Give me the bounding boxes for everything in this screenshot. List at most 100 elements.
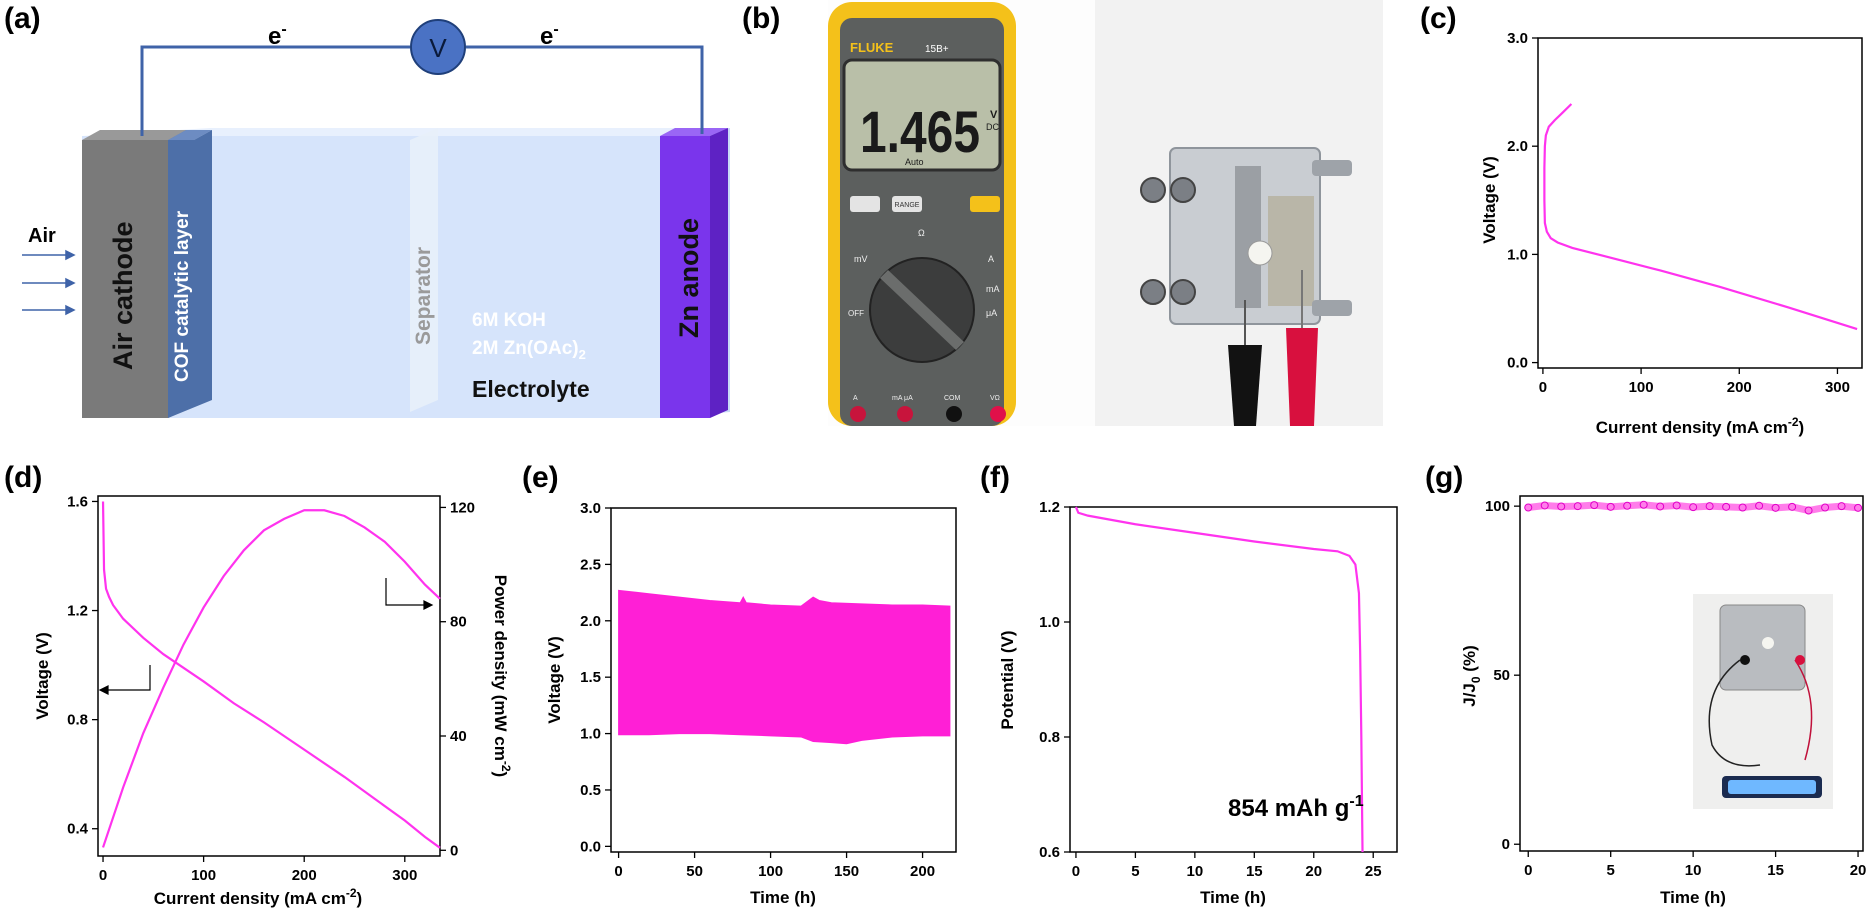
series-line-f bbox=[1074, 506, 1364, 853]
jack-v bbox=[990, 406, 1006, 422]
series-line-d-power bbox=[101, 509, 441, 848]
screw-2 bbox=[1170, 177, 1196, 203]
y-tick-label-f-0: 0.6 bbox=[1039, 844, 1060, 861]
separator-plate bbox=[410, 128, 438, 412]
plot-frame-e bbox=[610, 507, 957, 853]
series-line-d-voltage bbox=[101, 501, 441, 849]
y2-tick-label-d-3: 120 bbox=[450, 499, 475, 516]
zn-anode-top bbox=[660, 128, 728, 136]
cof-layer-front bbox=[168, 130, 212, 418]
x-tick-label-g-2: 10 bbox=[1685, 862, 1702, 879]
dial-knob bbox=[880, 270, 964, 350]
zn-acetate-label: 2M Zn(OAc)2 bbox=[472, 338, 586, 362]
y-axis-label-c: Voltage (V) bbox=[1480, 156, 1499, 244]
battery-cell bbox=[1140, 147, 1352, 426]
x-tick-label-f-1: 5 bbox=[1131, 863, 1139, 880]
voltmeter-icon bbox=[410, 19, 466, 75]
inset-black-clip bbox=[1740, 655, 1750, 665]
right-axis-arrowhead bbox=[423, 600, 434, 610]
zinc-plate bbox=[1268, 196, 1314, 306]
screw-4 bbox=[1170, 279, 1196, 305]
dial-label-off: OFF bbox=[848, 309, 864, 318]
x-tick-label-e-2: 100 bbox=[758, 863, 783, 880]
jack-label-a: A bbox=[853, 395, 858, 402]
air-cathode-front bbox=[82, 140, 168, 418]
y-tick-label-d-3: 1.6 bbox=[67, 493, 88, 510]
cof-layer-top bbox=[168, 130, 212, 140]
electron-right-label: e- bbox=[540, 21, 559, 50]
chart-panel-g: 0 5 10 15 20 0 50 100 Time (h) J/J0 (%) bbox=[1460, 495, 1867, 907]
data-point-g-1 bbox=[1540, 501, 1549, 510]
y-tick-label-g-2: 100 bbox=[1485, 498, 1510, 515]
x-tick-label-d-1: 100 bbox=[191, 867, 216, 884]
data-point-g-12 bbox=[1722, 502, 1731, 511]
air-hole bbox=[1247, 240, 1273, 266]
plot-frame-d bbox=[97, 495, 441, 857]
y2-tick-label-d-0: 0 bbox=[450, 842, 458, 859]
panel-label-d: (d) bbox=[4, 461, 42, 494]
retention-band-g bbox=[1524, 501, 1862, 515]
data-point-g-17 bbox=[1804, 506, 1813, 515]
electrolyte-top bbox=[82, 128, 730, 136]
dial-label-ohm: Ω bbox=[918, 228, 925, 238]
x-axis-label-c: Current density (mA cm-2) bbox=[1596, 415, 1804, 437]
led-demo-photo bbox=[1693, 594, 1833, 809]
air-label: Air bbox=[28, 225, 56, 247]
inset-black-wire bbox=[1708, 659, 1761, 767]
display-unit-sub: DC bbox=[986, 122, 999, 132]
jack-label-com: COM bbox=[944, 395, 961, 402]
battery-photo: FLUKE 15B+ 1.465 V DC Auto RANGE mV Ω A … bbox=[828, 0, 1383, 426]
data-point-g-4 bbox=[1590, 501, 1599, 510]
x-tick-label-e-3: 150 bbox=[834, 863, 859, 880]
data-point-g-9 bbox=[1672, 501, 1681, 510]
inset-cell-housing bbox=[1719, 604, 1806, 691]
screw-3 bbox=[1140, 279, 1166, 305]
air-arrowhead-1 bbox=[65, 249, 76, 261]
zn-anode-front bbox=[660, 136, 710, 418]
x-tick-label-e-4: 200 bbox=[910, 863, 935, 880]
y-tick-label-g-1: 50 bbox=[1493, 667, 1510, 684]
separator-label: Separator bbox=[412, 247, 435, 345]
y-tick-label-f-1: 0.8 bbox=[1039, 729, 1060, 746]
cof-layer-label: COF catalytic layer bbox=[172, 210, 193, 382]
data-point-g-2 bbox=[1557, 502, 1566, 511]
y-tick-label-c-1: 1.0 bbox=[1507, 246, 1528, 263]
zn-anode-label: Zn anode bbox=[674, 218, 704, 338]
y-tick-label-c-0: 0.0 bbox=[1507, 355, 1528, 372]
jack-a bbox=[850, 406, 866, 422]
data-point-g-0 bbox=[1524, 503, 1533, 512]
x-tick-label-d-2: 200 bbox=[292, 867, 317, 884]
x-axis-label-g: Time (h) bbox=[1660, 888, 1726, 907]
dial-label-a: A bbox=[988, 254, 994, 264]
right-axis-arrow bbox=[385, 578, 424, 606]
data-point-g-13 bbox=[1738, 503, 1747, 512]
x-axis-label-f: Time (h) bbox=[1200, 888, 1266, 907]
chart-panel-c: 0 100 200 300 0.0 1.0 2.0 3.0 Current density (… bbox=[1480, 30, 1863, 437]
y-tick-label-e-2: 1.0 bbox=[580, 726, 601, 743]
wing-nut-top bbox=[1312, 160, 1352, 176]
electron-left-label: e- bbox=[268, 21, 287, 50]
capacity-annotation: 854 mAh g-1 bbox=[1228, 793, 1364, 822]
data-point-g-15 bbox=[1771, 503, 1780, 512]
y-tick-label-f-3: 1.2 bbox=[1039, 499, 1060, 516]
panel-label-a: (a) bbox=[4, 2, 41, 35]
cathode-strip bbox=[1235, 166, 1261, 308]
battery-schematic: V e- e- Air Air cathode COF catalytic la… bbox=[22, 19, 730, 418]
x-tick-label-f-3: 15 bbox=[1246, 863, 1263, 880]
range-button-label: RANGE bbox=[895, 202, 920, 209]
x-tick-label-g-0: 0 bbox=[1524, 862, 1532, 879]
x-tick-label-g-4: 20 bbox=[1850, 862, 1867, 879]
x-axis-label-e: Time (h) bbox=[750, 888, 816, 907]
x-tick-label-g-1: 5 bbox=[1607, 862, 1615, 879]
data-point-g-16 bbox=[1788, 502, 1797, 511]
plot-frame-f bbox=[1069, 506, 1398, 853]
electrolyte-front bbox=[82, 136, 660, 418]
plot-frame-c bbox=[1537, 37, 1863, 369]
x-tick-label-c-0: 0 bbox=[1539, 379, 1547, 396]
air-cathode-top bbox=[82, 130, 186, 140]
y-tick-label-e-5: 2.5 bbox=[580, 556, 601, 573]
panel-label-g: (g) bbox=[1425, 461, 1463, 494]
data-point-g-10 bbox=[1689, 503, 1698, 512]
black-probe bbox=[1228, 345, 1262, 426]
panel-label-b: (b) bbox=[742, 2, 780, 35]
